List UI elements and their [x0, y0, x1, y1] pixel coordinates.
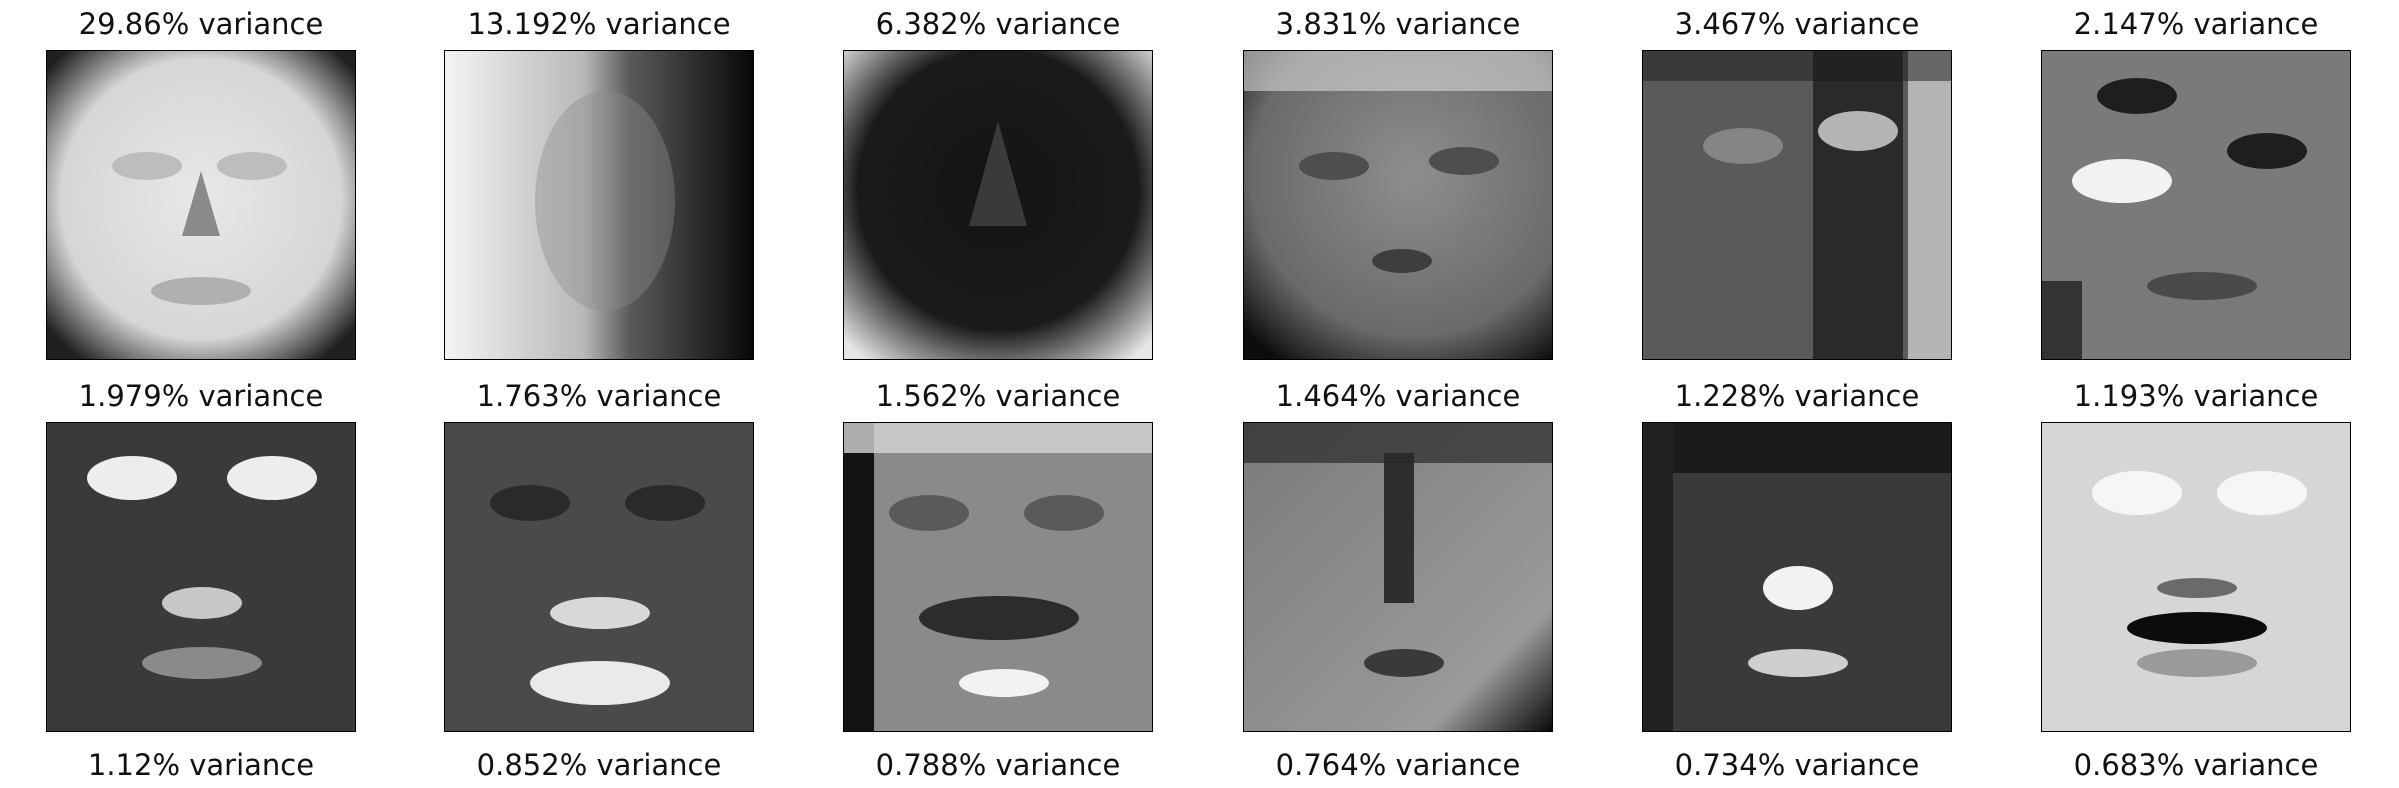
panel-title: 3.467% variance — [1674, 7, 1920, 41]
panel-title: 6.382% variance — [875, 7, 1121, 41]
eigenface-image — [1642, 422, 1952, 732]
panel-title: 1.193% variance — [2073, 379, 2319, 413]
eigenface-image — [843, 50, 1153, 360]
panel-title: 29.86% variance — [78, 7, 324, 41]
bottom-variance-label: 0.852% variance — [476, 748, 722, 782]
bottom-variance-label: 0.788% variance — [875, 748, 1121, 782]
eigenface-image — [843, 422, 1153, 732]
bottom-variance-label: 0.734% variance — [1674, 748, 1920, 782]
panel-title: 1.562% variance — [875, 379, 1121, 413]
panel-title: 1.228% variance — [1674, 379, 1920, 413]
panel-title: 13.192% variance — [467, 7, 731, 41]
eigenface-image — [1243, 50, 1553, 360]
panel-title: 1.763% variance — [476, 379, 722, 413]
panel-title: 1.979% variance — [78, 379, 324, 413]
eigenface-image — [444, 50, 754, 360]
eigenface-image — [46, 50, 356, 360]
eigenface-image — [2041, 422, 2351, 732]
eigenface-image — [2041, 50, 2351, 360]
eigenface-image — [46, 422, 356, 732]
eigenface-image — [444, 422, 754, 732]
panel-title: 3.831% variance — [1275, 7, 1521, 41]
panel-title: 1.464% variance — [1275, 379, 1521, 413]
bottom-variance-label: 0.764% variance — [1275, 748, 1521, 782]
eigenface-image — [1642, 50, 1952, 360]
panel-title: 2.147% variance — [2073, 7, 2319, 41]
eigenface-image — [1243, 422, 1553, 732]
bottom-variance-label: 0.683% variance — [2073, 748, 2319, 782]
bottom-variance-label: 1.12% variance — [87, 748, 315, 782]
